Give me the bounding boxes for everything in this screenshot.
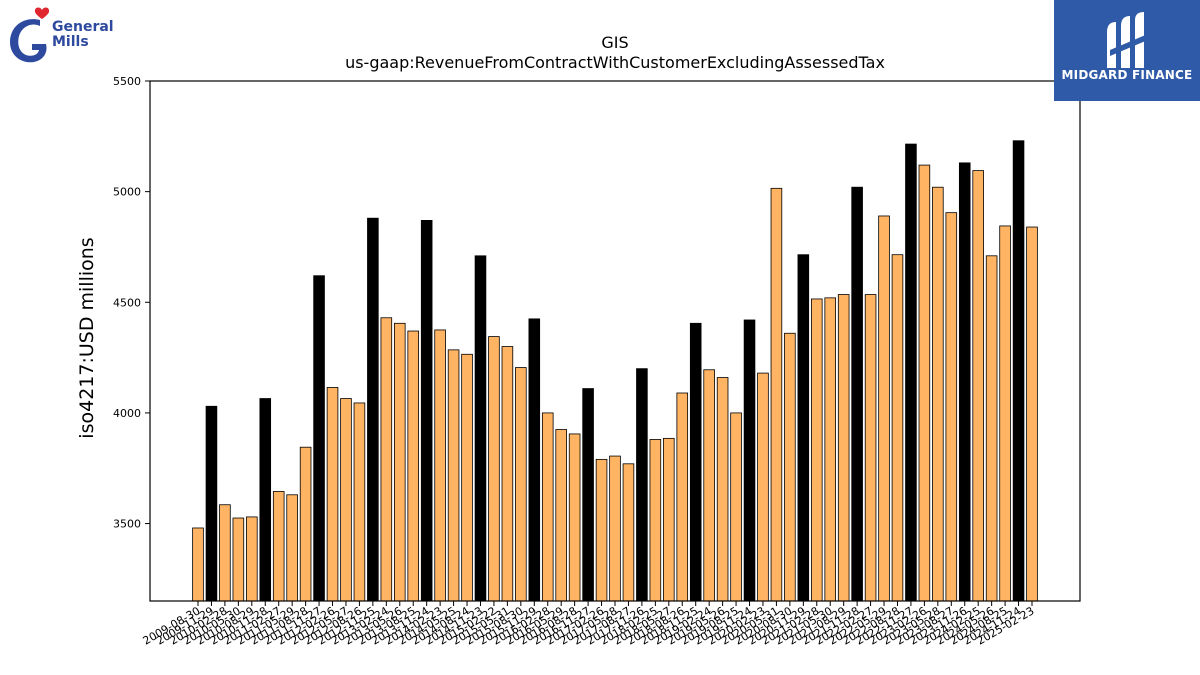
y-tick-label: 5000 xyxy=(113,186,141,199)
bar-2012-05-27 xyxy=(340,398,352,602)
bar-2023-08-27 xyxy=(945,212,958,602)
bars-group xyxy=(192,140,1038,602)
heart-icon xyxy=(34,7,50,20)
bar-2018-08-26 xyxy=(676,392,689,602)
bar-2020-08-30 xyxy=(784,332,796,602)
bar-2018-02-25 xyxy=(649,439,662,602)
logo-text-line1: General xyxy=(52,19,114,35)
bar-2022-11-27 xyxy=(905,143,917,602)
y-tick-label: 3500 xyxy=(113,518,141,531)
bar-2024-05-26 xyxy=(985,255,998,602)
bar-2015-02-22 xyxy=(488,336,500,602)
bar-2019-05-26 xyxy=(716,377,729,602)
bar-2011-08-28 xyxy=(299,446,312,602)
bar-2023-02-26 xyxy=(918,164,931,602)
bar-2010-05-30 xyxy=(232,517,245,602)
bar-2024-08-25 xyxy=(999,225,1011,602)
bar-2019-08-25 xyxy=(730,412,742,602)
bar-2022-05-29 xyxy=(878,215,890,602)
bar-2016-11-27 xyxy=(582,388,594,602)
bar-2012-08-26 xyxy=(353,402,366,602)
general-mills-g-icon xyxy=(10,7,50,63)
bar-2021-11-28 xyxy=(851,186,863,602)
y-axis-label: iso4217:USD millions xyxy=(76,237,98,438)
chart-title: GIS xyxy=(601,33,628,52)
bar-2021-05-30 xyxy=(824,297,837,602)
bar-2010-08-29 xyxy=(246,516,258,602)
bar-2016-08-28 xyxy=(568,433,581,602)
bar-2017-08-27 xyxy=(622,463,635,602)
bar-2025-02-23 xyxy=(1026,226,1038,602)
bar-2014-08-24 xyxy=(461,353,473,602)
y-axis-ticks: 3500 4000 4500 5000 5500 xyxy=(113,75,150,531)
midgard-m-icon xyxy=(1107,12,1148,68)
y-tick-label: 4000 xyxy=(113,407,141,420)
general-mills-logo: General Mills xyxy=(4,4,116,68)
bar-2019-11-24 xyxy=(743,319,756,602)
bar-2015-11-29 xyxy=(528,318,541,602)
bar-2015-05-31 xyxy=(501,346,514,602)
bar-2015-08-30 xyxy=(515,367,527,602)
bar-2020-05-31 xyxy=(770,187,783,602)
bar-2011-11-27 xyxy=(313,275,325,602)
bar-2009-11-29 xyxy=(205,405,218,602)
bar-2020-02-23 xyxy=(757,372,769,602)
bar-2021-08-29 xyxy=(837,294,850,602)
bar-2024-02-25 xyxy=(972,170,984,602)
bar-2010-11-28 xyxy=(259,398,272,602)
bar-2018-11-25 xyxy=(689,322,702,602)
bar-2009-08-30 xyxy=(192,527,204,602)
bar-2011-05-29 xyxy=(286,494,298,602)
bar-2018-05-27 xyxy=(663,437,675,602)
watermark-text: MIDGARD FINANCE xyxy=(1061,68,1193,82)
bar-2017-05-28 xyxy=(609,455,621,602)
bar-2017-11-26 xyxy=(636,368,648,602)
bar-2014-02-23 xyxy=(434,329,446,602)
bar-2021-02-28 xyxy=(810,298,823,602)
plot-frame xyxy=(149,80,1081,602)
bar-2016-05-29 xyxy=(555,429,567,602)
bar-2011-02-27 xyxy=(272,491,285,602)
y-tick-label: 4500 xyxy=(113,296,141,309)
bar-2019-02-24 xyxy=(703,369,715,602)
bar-2014-11-23 xyxy=(474,255,487,602)
y-tick-label: 5500 xyxy=(113,75,141,88)
bar-2016-02-28 xyxy=(541,412,554,602)
bar-2022-02-27 xyxy=(864,294,877,602)
bar-2013-05-26 xyxy=(393,322,406,602)
bar-2013-02-24 xyxy=(380,317,393,602)
bar-2010-02-28 xyxy=(219,504,231,602)
bar-2020-11-29 xyxy=(797,254,810,602)
bar-2022-08-28 xyxy=(891,254,904,602)
logo-text-line2: Mills xyxy=(52,34,89,50)
midgard-finance-watermark: MIDGARD FINANCE xyxy=(1054,0,1200,101)
bar-2012-02-26 xyxy=(326,387,339,602)
bar-2014-05-25 xyxy=(447,349,460,602)
bar-2024-11-24 xyxy=(1012,140,1025,602)
x-axis-ticks: 2009-08-302009-11-292010-02-282010-05-30… xyxy=(141,601,1037,648)
chart-subtitle: us-gaap:RevenueFromContractWithCustomerE… xyxy=(345,53,885,72)
bar-2023-11-26 xyxy=(958,162,971,602)
bar-2012-11-25 xyxy=(367,217,379,602)
bar-2013-08-25 xyxy=(407,330,420,602)
bar-2017-02-26 xyxy=(595,458,608,602)
bar-2023-05-28 xyxy=(932,186,944,602)
bar-2013-11-24 xyxy=(420,219,433,602)
